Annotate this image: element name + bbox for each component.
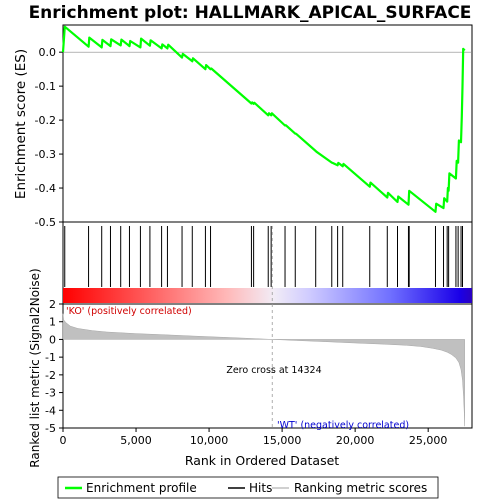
negative-correlation-label: 'WT' (negatively correlated) bbox=[277, 420, 409, 431]
legend-box bbox=[57, 476, 439, 499]
es-y-tick-label: -0.4 bbox=[35, 182, 56, 195]
x-axis-label: Rank in Ordered Dataset bbox=[185, 453, 339, 468]
enrichment-plot-frame bbox=[62, 24, 473, 223]
legend-hits-label: Hits bbox=[249, 481, 272, 495]
metric-y-tick-label: 2 bbox=[49, 298, 56, 311]
legend-metric-label: Ranking metric scores bbox=[294, 481, 427, 495]
legend: Enrichment profile Hits Ranking metric s… bbox=[57, 476, 439, 499]
metric-y-tick-label: -1 bbox=[45, 351, 56, 364]
es-y-axis-label: Enrichment score (ES) bbox=[13, 49, 29, 199]
metric-y-tick-label: -3 bbox=[45, 387, 56, 400]
metric-y-tick-label: -2 bbox=[45, 369, 56, 382]
zero-cross-label: Zero cross at 14324 bbox=[226, 365, 321, 376]
hits-panel bbox=[62, 221, 473, 305]
es-y-tick-label: -0.2 bbox=[35, 114, 56, 127]
x-tick-label: 20,000 bbox=[336, 434, 375, 447]
metric-y-tick-label: -4 bbox=[45, 404, 56, 417]
metric-y-tick-label: 0 bbox=[49, 333, 56, 346]
x-axis: 0 5,000 10,000 15,000 20,000 25,000 bbox=[60, 428, 448, 447]
x-tick-label: 5,000 bbox=[120, 434, 152, 447]
x-tick-label: 15,000 bbox=[263, 434, 302, 447]
metric-y-tick-label: 1 bbox=[49, 316, 56, 329]
ranking-metric-area bbox=[62, 313, 465, 427]
metric-y-axis-label: Ranked list metric (Signal2Noise) bbox=[28, 268, 42, 467]
x-tick-label: 10,000 bbox=[190, 434, 229, 447]
enrichment-profile-line bbox=[61, 25, 466, 213]
enrichment-score-panel: -0.5 -0.4 -0.3 -0.2 -0.1 0.0 Enrichment score… bbox=[13, 24, 473, 229]
ranking-color-bar bbox=[63, 288, 472, 303]
metric-frame bbox=[62, 303, 473, 429]
es-y-tick-label: 0.0 bbox=[39, 46, 57, 59]
es-y-tick-label: -0.3 bbox=[35, 148, 56, 161]
es-y-tick-label: -0.1 bbox=[35, 80, 56, 93]
x-tick-label: 0 bbox=[60, 434, 67, 447]
metric-y-axis: -5 -4 -3 -2 -1 0 1 2 bbox=[45, 298, 63, 435]
es-y-axis: -0.5 -0.4 -0.3 -0.2 -0.1 0.0 bbox=[35, 46, 63, 229]
ranked-metric-panel: -5 -4 -3 -2 -1 0 1 2 'KO' (positively correlate… bbox=[28, 226, 473, 468]
chart-title: Enrichment plot: HALLMARK_APICAL_SURFACE bbox=[29, 3, 472, 23]
metric-y-tick-label: -5 bbox=[45, 422, 56, 435]
positive-correlation-label: 'KO' (positively correlated) bbox=[66, 306, 192, 317]
hit-markers bbox=[64, 226, 464, 287]
legend-profile-label: Enrichment profile bbox=[86, 481, 197, 495]
es-y-tick-label: -0.5 bbox=[35, 216, 56, 229]
x-tick-label: 25,000 bbox=[409, 434, 448, 447]
